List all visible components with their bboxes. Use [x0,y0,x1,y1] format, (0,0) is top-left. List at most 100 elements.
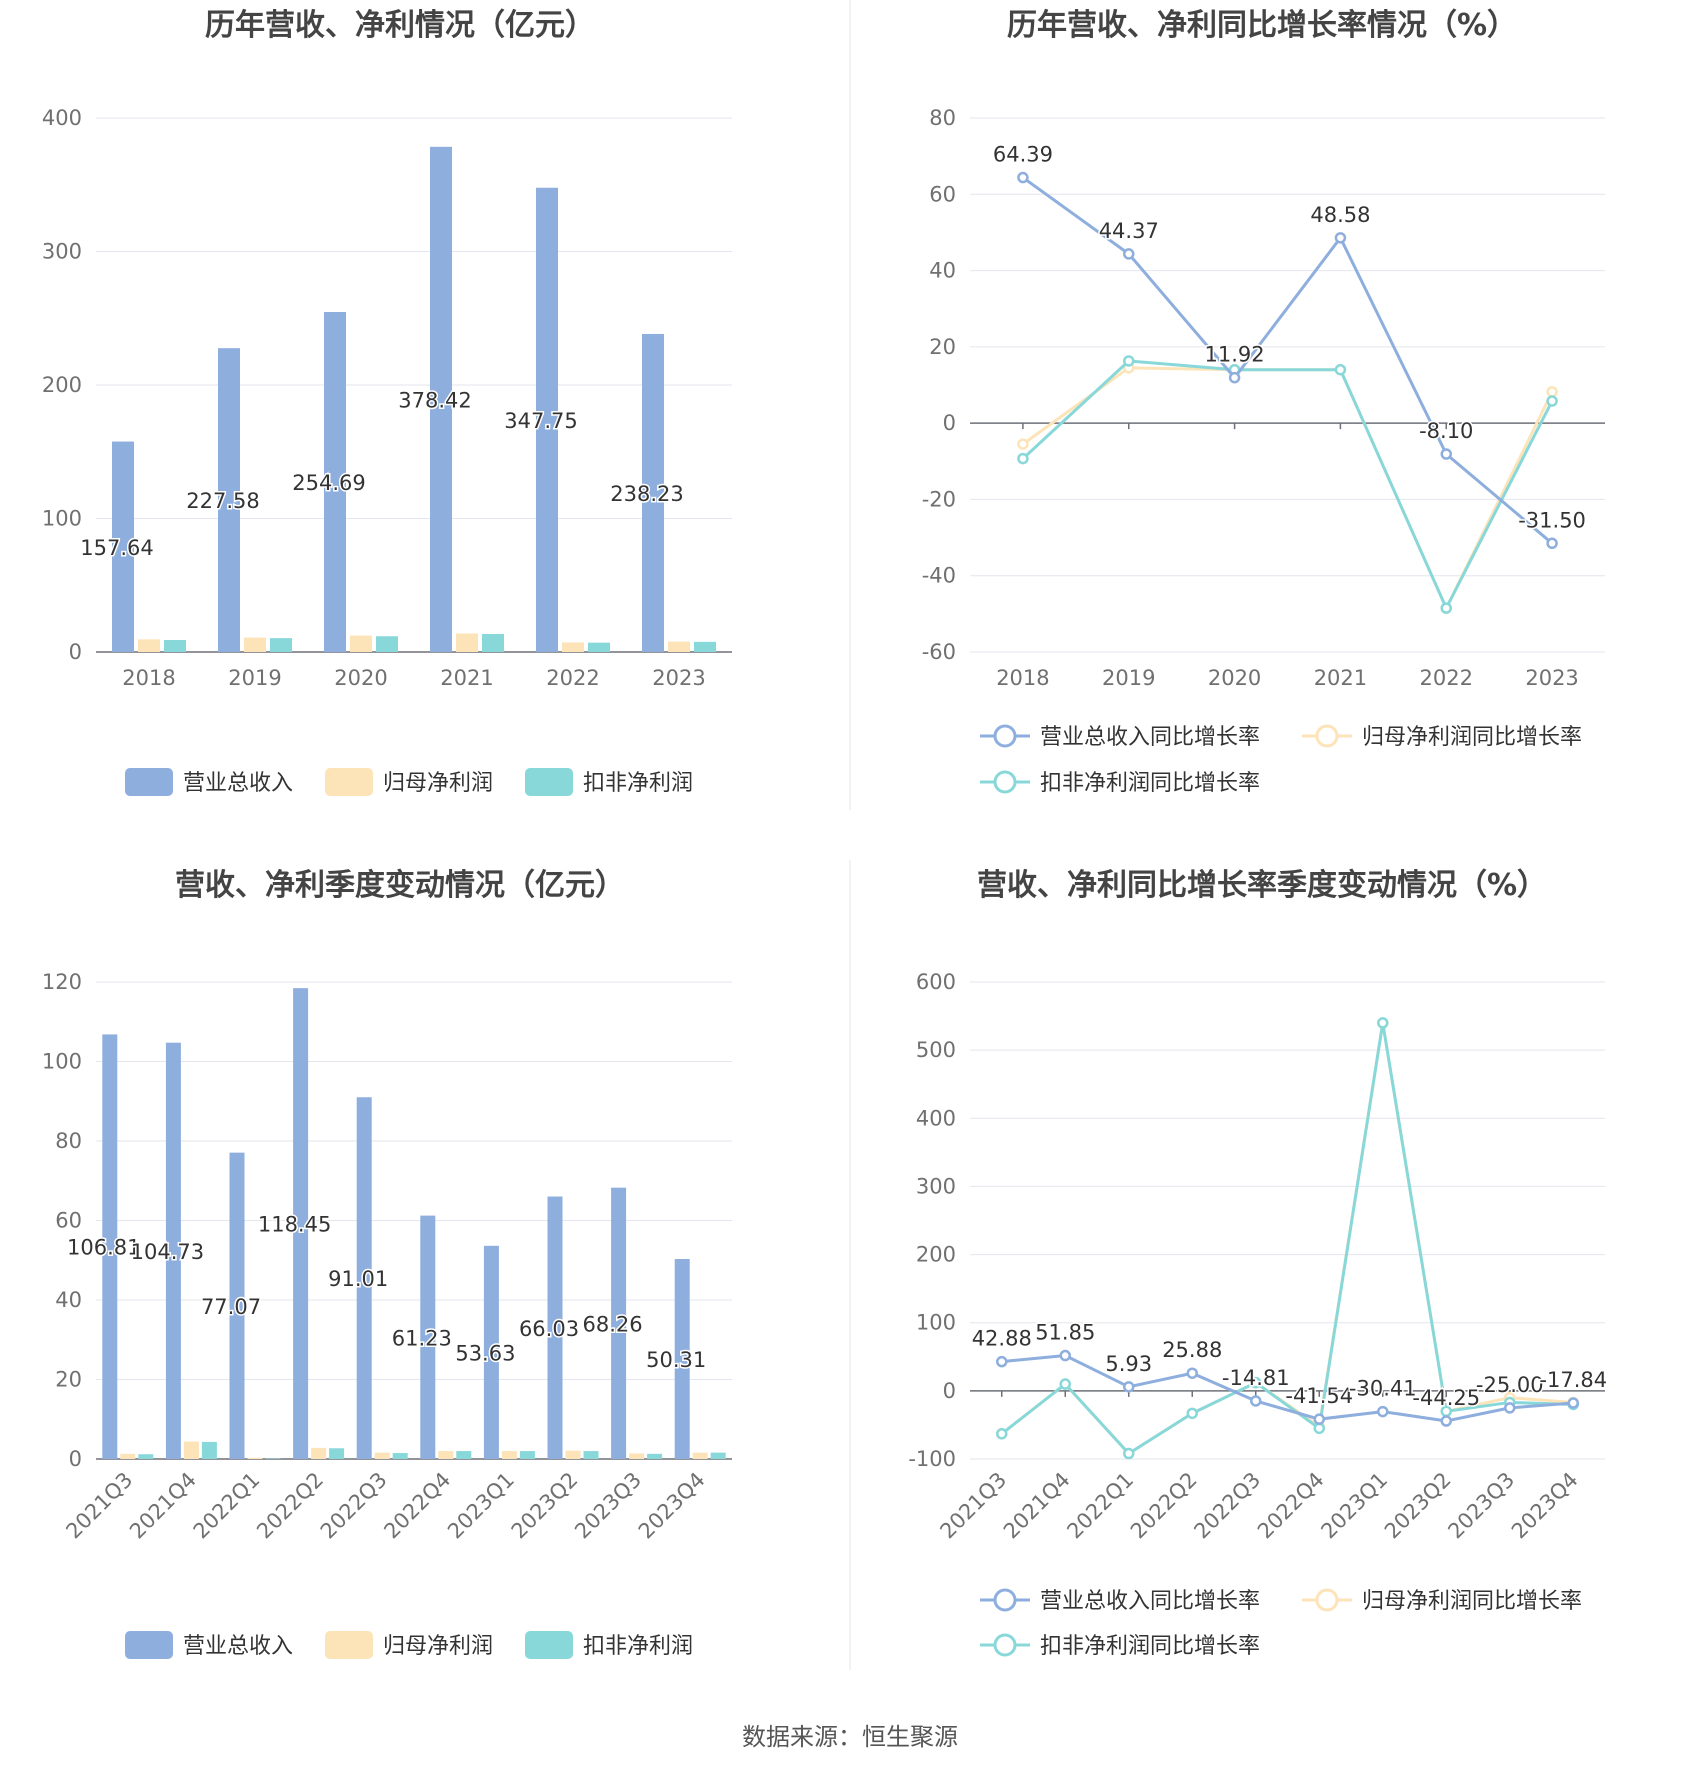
series-point-3 [1188,1409,1197,1418]
bar-3 [376,636,398,652]
bar-2 [311,1448,326,1459]
x-tick-label: 2018 [122,666,175,690]
x-tick-label: 2020 [334,666,387,690]
quarterly-values-plot: 0204060801001202021Q32021Q42022Q12022Q22… [42,970,732,1659]
bar-3 [647,1454,662,1459]
legend-item-1: 营业总收入 [125,1631,293,1659]
legend: 营业总收入归母净利润扣非净利润 [125,1631,693,1659]
bar-2 [668,642,690,652]
legend-label: 扣非净利润同比增长率 [1040,771,1260,796]
x-tick-label: 2021Q4 [125,1468,201,1544]
legend-swatch [125,768,173,796]
y-tick-label: 0 [943,1379,956,1403]
legend-label: 扣非净利润同比增长率 [1040,1634,1260,1659]
bar-3 [588,643,610,652]
series-point-1 [1315,1415,1324,1424]
data-label: 254.69 [292,471,365,495]
data-label: 91.01 [328,1267,388,1291]
legend-label: 营业总收入 [183,1634,293,1659]
series-point-2 [1018,440,1027,449]
series-point-1 [1378,1407,1387,1416]
bar-2 [375,1453,390,1459]
legend-marker [995,1590,1015,1610]
y-tick-label: -100 [908,1447,956,1471]
annual-growth-chart: 历年营收、净利同比增长率情况（%） [1007,8,1517,43]
legend-item-2: 归母净利润 [325,1631,493,1659]
series-point-1 [997,1357,1006,1366]
data-label: 61.23 [392,1326,452,1350]
x-tick-label: 2022 [546,666,599,690]
x-tick-label: 2023Q4 [634,1468,710,1544]
series-point-1 [1569,1399,1578,1408]
y-tick-label: 500 [916,1038,956,1062]
series-point-3 [1061,1380,1070,1389]
legend-item-2: 归母净利润同比增长率 [1302,1589,1582,1614]
y-tick-label: 100 [916,1311,956,1335]
legend-swatch [325,768,373,796]
data-label: -25.00 [1476,1373,1544,1397]
y-tick-label: 300 [916,1174,956,1198]
series-point-1 [1442,1417,1451,1426]
legend-swatch [525,1631,573,1659]
legend-label: 归母净利润 [383,771,493,796]
y-tick-label: 200 [916,1243,956,1267]
legend-swatch [525,768,573,796]
y-tick-label: 600 [916,970,956,994]
data-label: 50.31 [646,1348,706,1372]
data-source: 数据来源：恒生聚源 [742,1723,958,1751]
data-label: 53.63 [455,1341,515,1365]
quarterly-values-chart: 营收、净利季度变动情况（亿元） [175,868,625,903]
data-label: 42.88 [972,1327,1032,1351]
x-tick-label: 2023Q2 [507,1468,583,1544]
data-label: 51.85 [1035,1321,1095,1345]
bar-3 [456,1451,471,1459]
x-tick-label: 2023 [652,666,705,690]
bar-3 [138,1454,153,1459]
bar-2 [566,1451,581,1459]
x-tick-label: 2022 [1420,666,1473,690]
y-tick-label: 100 [42,1050,82,1074]
data-label: 347.75 [504,409,577,433]
data-label: 157.64 [80,536,153,560]
x-tick-label: 2023Q2 [1380,1468,1456,1544]
series-point-3 [1018,454,1027,463]
quarterly-growth-plot: -10001002003004005006002021Q32021Q42022Q… [908,970,1607,1659]
legend-label: 营业总收入同比增长率 [1040,1589,1260,1614]
legend-item-3: 扣非净利润 [525,768,693,796]
x-tick-label: 2023Q1 [443,1468,519,1544]
bar-2 [244,638,266,652]
series-point-1 [1548,539,1557,548]
chart-title: 营收、净利同比增长率季度变动情况（%） [977,868,1547,903]
y-tick-label: 0 [69,640,82,664]
bar-2 [438,1451,453,1459]
series-point-1 [1124,249,1133,258]
legend-marker [995,772,1015,792]
series-point-1 [1442,450,1451,459]
x-tick-label: 2019 [228,666,281,690]
series-point-3 [1315,1424,1324,1433]
x-tick-label: 2023Q1 [1316,1468,1392,1544]
y-tick-label: 0 [943,411,956,435]
bar-3 [202,1442,217,1459]
data-label: 64.39 [993,143,1053,167]
bar-3 [711,1453,726,1459]
bar-3 [584,1451,599,1459]
legend-label: 营业总收入 [183,771,293,796]
x-tick-label: 2022Q1 [189,1468,265,1544]
bar-2 [120,1454,135,1459]
x-tick-label: 2019 [1102,666,1155,690]
legend-marker [1317,1590,1337,1610]
series-point-1 [1061,1351,1070,1360]
quarterly-growth-chart: 营收、净利同比增长率季度变动情况（%） [977,868,1547,903]
x-tick-label: 2021Q4 [999,1468,1075,1544]
x-tick-label: 2023Q4 [1507,1468,1583,1544]
legend: 营业总收入同比增长率归母净利润同比增长率扣非净利润同比增长率 [980,725,1582,796]
legend-item-3: 扣非净利润同比增长率 [980,771,1260,796]
data-label: 378.42 [398,388,471,412]
legend-label: 营业总收入同比增长率 [1040,725,1260,750]
data-label: 11.92 [1205,343,1265,367]
bar-2 [138,639,160,652]
y-tick-label: 20 [929,335,956,359]
legend-label: 归母净利润同比增长率 [1362,1589,1582,1614]
